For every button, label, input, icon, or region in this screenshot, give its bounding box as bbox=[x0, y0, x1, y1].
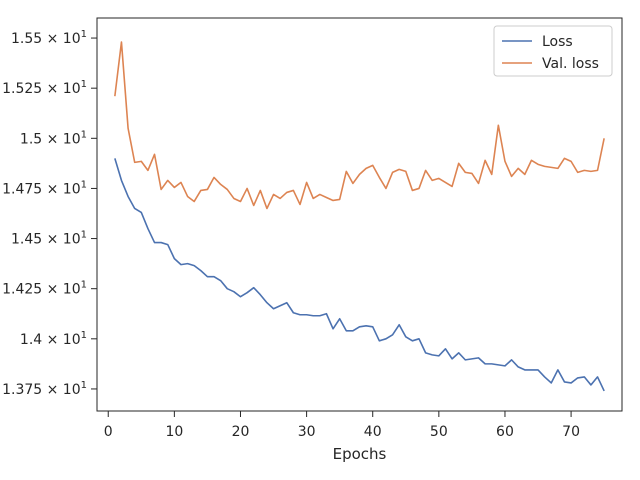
x-tick-label: 30 bbox=[298, 424, 316, 440]
plot-frame bbox=[96, 17, 623, 412]
y-tick-label: 1.5 × 101 bbox=[20, 129, 87, 147]
x-axis: 0 10 20 30 40 50 60 70 bbox=[104, 411, 580, 440]
y-axis: 1.375 × 101 1.4 × 101 1.425 × 101 1.45 × 10… bbox=[2, 29, 97, 398]
x-tick-label: 40 bbox=[364, 424, 382, 440]
y-tick-label: 1.45 × 101 bbox=[11, 230, 87, 248]
y-tick-label: 1.425 × 101 bbox=[2, 280, 87, 298]
x-tick-label: 10 bbox=[165, 424, 183, 440]
y-tick-label: 1.55 × 101 bbox=[11, 29, 87, 47]
plot-area bbox=[114, 41, 605, 392]
x-tick-label: 60 bbox=[496, 424, 514, 440]
series-line-val-loss bbox=[114, 41, 605, 210]
legend: Loss Val. loss bbox=[493, 25, 613, 77]
y-tick-label: 1.475 × 101 bbox=[2, 179, 87, 197]
y-tick-label: 1.4 × 101 bbox=[20, 330, 87, 348]
legend-entry-label: Loss bbox=[542, 34, 573, 50]
x-axis-label: Epochs bbox=[333, 445, 387, 463]
x-tick-label: 70 bbox=[562, 424, 580, 440]
x-tick-label: 20 bbox=[232, 424, 250, 440]
y-tick-label: 1.525 × 101 bbox=[2, 79, 87, 97]
legend-entry-label: Val. loss bbox=[542, 56, 599, 72]
y-tick-label: 1.375 × 101 bbox=[2, 380, 87, 398]
x-tick-label: 0 bbox=[104, 424, 113, 440]
x-tick-label: 50 bbox=[430, 424, 448, 440]
series-line-loss bbox=[114, 158, 605, 392]
